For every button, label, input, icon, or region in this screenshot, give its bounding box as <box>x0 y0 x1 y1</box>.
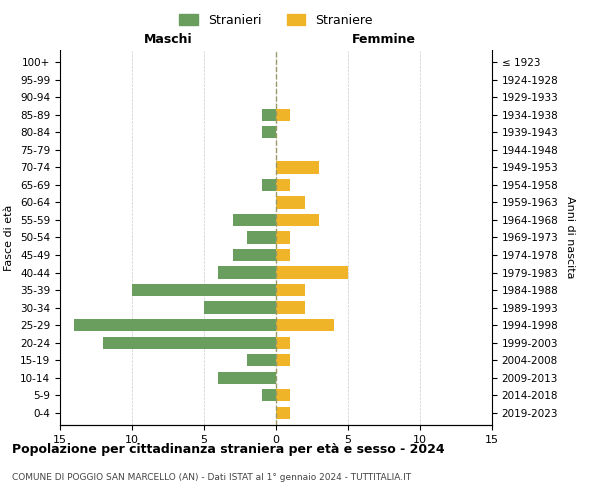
Bar <box>103 336 276 349</box>
Bar <box>276 162 319 173</box>
Bar <box>276 302 305 314</box>
Bar <box>233 249 276 261</box>
Bar <box>276 179 290 191</box>
Bar <box>276 336 290 349</box>
Bar <box>132 284 276 296</box>
Y-axis label: Fasce di età: Fasce di età <box>4 204 14 270</box>
Bar <box>262 179 276 191</box>
Bar <box>276 232 290 243</box>
Bar <box>276 196 305 208</box>
Text: Popolazione per cittadinanza straniera per età e sesso - 2024: Popolazione per cittadinanza straniera p… <box>12 442 445 456</box>
Bar <box>247 354 276 366</box>
Bar <box>262 108 276 121</box>
Bar <box>276 389 290 402</box>
Bar <box>276 354 290 366</box>
Text: Maschi: Maschi <box>143 34 193 46</box>
Bar <box>218 372 276 384</box>
Bar <box>233 214 276 226</box>
Text: COMUNE DI POGGIO SAN MARCELLO (AN) - Dati ISTAT al 1° gennaio 2024 - TUTTITALIA.: COMUNE DI POGGIO SAN MARCELLO (AN) - Dat… <box>12 472 411 482</box>
Legend: Stranieri, Straniere: Stranieri, Straniere <box>174 8 378 32</box>
Bar <box>262 126 276 138</box>
Text: Femmine: Femmine <box>352 34 416 46</box>
Y-axis label: Anni di nascita: Anni di nascita <box>565 196 575 279</box>
Bar <box>276 266 348 278</box>
Bar <box>262 389 276 402</box>
Bar <box>247 232 276 243</box>
Bar <box>74 319 276 331</box>
Bar <box>276 249 290 261</box>
Bar <box>204 302 276 314</box>
Bar <box>276 108 290 121</box>
Bar <box>218 266 276 278</box>
Bar <box>276 214 319 226</box>
Bar <box>276 319 334 331</box>
Bar <box>276 406 290 419</box>
Bar <box>276 284 305 296</box>
